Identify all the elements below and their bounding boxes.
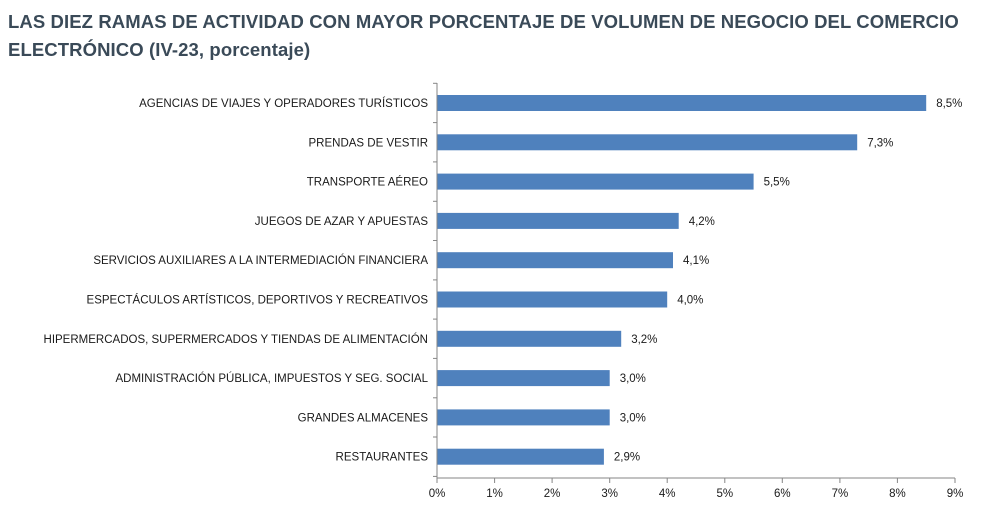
x-tick-label: 1%	[486, 488, 503, 500]
bar	[437, 212, 679, 229]
bar	[437, 370, 610, 387]
category-label: RESTAURANTES	[336, 452, 429, 464]
value-label: 4,0%	[677, 295, 703, 307]
value-label: 7,3%	[867, 137, 893, 149]
bar	[437, 95, 927, 111]
value-label: 5,5%	[764, 177, 790, 189]
category-label: TRANSPORTE AÉREO	[307, 176, 428, 189]
category-label: SERVICIOS AUXILIARES A LA INTERMEDIACIÓN…	[93, 254, 428, 267]
x-tick-label: 4%	[659, 488, 676, 500]
x-tick-label: 3%	[601, 488, 618, 500]
bar	[437, 291, 668, 308]
bars-layer	[437, 95, 927, 465]
value-label: 3,0%	[620, 373, 646, 385]
value-labels: 8,5% 7,3% 5,5% 4,2% 4,1% 4,0% 3,2% 3,0% 3,0% 2,9%	[614, 98, 963, 464]
value-label: 4,1%	[683, 255, 709, 267]
x-tick-label: 9%	[947, 488, 964, 500]
bar	[437, 330, 622, 347]
value-label: 4,2%	[689, 216, 715, 228]
bar	[437, 448, 604, 465]
category-label: GRANDES ALMACENES	[298, 412, 429, 424]
category-label: PRENDAS DE VESTIR	[309, 137, 429, 149]
x-tick-label: 5%	[716, 488, 733, 500]
value-label: 3,0%	[620, 412, 646, 424]
bar	[437, 173, 754, 190]
x-tick-label: 0%	[429, 488, 446, 500]
bar	[437, 252, 673, 269]
category-label: ADMINISTRACIÓN PÚBLICA, IMPUESTOS Y SEG.…	[116, 372, 429, 385]
bar	[437, 134, 858, 151]
category-label: ESPECTÁCULOS ARTÍSTICOS, DEPORTIVOS Y RE…	[87, 294, 429, 307]
chart-title: LAS DIEZ RAMAS DE ACTIVIDAD CON MAYOR PO…	[8, 11, 959, 60]
category-label: AGENCIAS DE VIAJES Y OPERADORES TURÍSTIC…	[139, 97, 428, 110]
value-label: 8,5%	[936, 98, 962, 110]
category-label: JUEGOS DE AZAR Y APUESTAS	[255, 216, 429, 228]
x-tick-label: 6%	[774, 488, 791, 500]
x-tick-label: 8%	[889, 488, 906, 500]
category-label: HIPERMERCADOS, SUPERMERCADOS Y TIENDAS D…	[44, 333, 428, 346]
category-labels: AGENCIAS DE VIAJES Y OPERADORES TURÍSTIC…	[44, 97, 429, 464]
x-tick-label: 7%	[832, 488, 849, 500]
value-label: 3,2%	[631, 334, 657, 346]
value-label: 2,9%	[614, 452, 640, 464]
x-axis: 0% 1% 2% 3% 4% 5% 6% 7% 8% 9%	[429, 82, 964, 500]
x-tick-label: 2%	[544, 488, 561, 500]
bar	[437, 409, 610, 426]
